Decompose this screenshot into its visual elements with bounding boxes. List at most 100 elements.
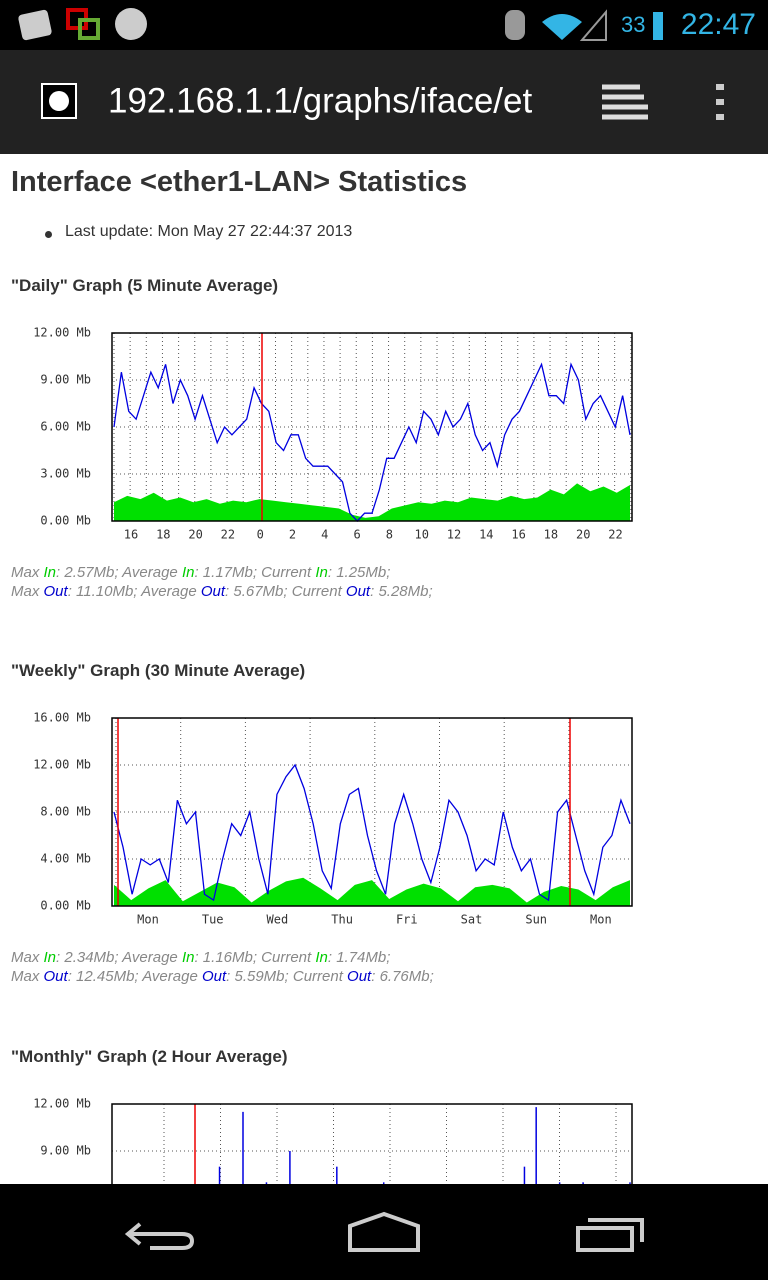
x-tick-label: Wed (267, 913, 289, 927)
stats-part: : 1.16Mb; Current (194, 949, 316, 966)
y-tick-label: 8.00 Mb (40, 805, 91, 819)
stats-part: Out (345, 583, 371, 600)
stats-part: Out (201, 968, 227, 985)
stats-part: : 5.67Mb; Current (225, 583, 346, 600)
graph-heading: "Weekly" Graph (30 Minute Average) (11, 661, 306, 680)
stats-part: : 1.17Mb; Current (194, 564, 316, 581)
y-tick-label: 12.00 Mb (33, 1097, 91, 1111)
x-tick-label: 18 (544, 528, 558, 542)
x-tick-label: 10 (414, 528, 428, 542)
app-icon (78, 18, 100, 40)
in-area (114, 877, 630, 906)
bluetooth-icon (505, 10, 525, 40)
x-tick-label: 14 (479, 528, 493, 542)
y-tick-label: 6.00 Mb (40, 420, 91, 434)
stats-part: : 12.45Mb; Average (67, 968, 202, 985)
y-tick-label: 9.00 Mb (40, 1144, 91, 1158)
x-tick-label: 8 (386, 528, 393, 542)
y-tick-label: 3.00 Mb (40, 467, 91, 481)
url-fade (558, 60, 588, 144)
stats-line: Max In: 2.57Mb; Average In: 1.17Mb; Curr… (11, 564, 390, 581)
recents-button[interactable] (576, 1218, 644, 1252)
stats-part: : 2.57Mb; Average (56, 564, 182, 581)
x-tick-label: 16 (511, 528, 525, 542)
battery-level: 33 (621, 12, 645, 37)
stats-part: Out (200, 583, 226, 600)
y-tick-label: 16.00 Mb (33, 711, 91, 725)
battery-icon (653, 12, 663, 40)
x-tick-label: Tue (202, 913, 224, 927)
last-update: Last update: Mon May 27 22:44:37 2013 (65, 223, 353, 240)
graph: 0.00 Mb 3.00 Mb 6.00 Mb 9.00 Mb 12.00 Mb 16 18… (33, 326, 633, 542)
page-title: Interface <ether1-LAN> Statistics (11, 166, 468, 198)
stats-line: Max Out: 12.45Mb; Average Out: 5.59Mb; C… (11, 968, 434, 985)
stats-part: In (181, 949, 195, 966)
stats-part: : 5.28Mb; (370, 583, 433, 600)
status-icons: 33 22:47 (18, 8, 756, 41)
out-line (113, 362, 631, 522)
stats-part: In (43, 564, 57, 581)
y-tick-label: 0.00 Mb (40, 514, 91, 528)
x-tick-label: Mon (590, 913, 612, 927)
stats-part: Out (43, 968, 68, 985)
graph: 0.00 Mb 4.00 Mb 8.00 Mb 12.00 Mb 16.00 Mb Mon… (33, 711, 633, 927)
stats-line: Max In: 2.34Mb; Average In: 1.16Mb; Curr… (11, 949, 390, 966)
status-bar: 33 22:47 (0, 0, 768, 50)
stats-part: : 1.25Mb; (327, 564, 391, 581)
app-icon (18, 9, 52, 41)
url[interactable]: 192.168.1.1/graphs/iface/et (108, 81, 532, 120)
x-tick-label: 20 (576, 528, 590, 542)
stats-part: Max (11, 968, 44, 985)
y-tick-label: 0.00 Mb (40, 899, 91, 913)
wifi-icon (542, 14, 582, 40)
plot-frame (111, 332, 633, 522)
y-tick-label: 12.00 Mb (33, 758, 91, 772)
stats-part: : 1.74Mb; (327, 949, 391, 966)
back-button[interactable] (124, 1222, 195, 1250)
x-tick-label: 22 (608, 528, 622, 542)
graph: 9.00 Mb 12.00 Mb (33, 1097, 633, 1184)
x-tick-label: Mon (137, 913, 159, 927)
stats-part: Max (11, 564, 44, 581)
home-button[interactable] (348, 1211, 420, 1252)
x-tick-label: Fri (396, 913, 418, 927)
nav-icons (124, 1211, 644, 1252)
in-area (114, 483, 630, 521)
stats-part: Out (43, 583, 68, 600)
x-tick-label: 18 (156, 528, 170, 542)
address-bar-icons: 192.168.1.1/graphs/iface/et (41, 60, 724, 144)
plot-frame (111, 1103, 633, 1184)
x-tick-label: 20 (188, 528, 202, 542)
y-tick-label: 9.00 Mb (40, 373, 91, 387)
stats-part: In (181, 564, 195, 581)
x-tick-label: 6 (353, 528, 360, 542)
nav-bar (0, 1184, 768, 1280)
stats-part: In (315, 949, 328, 966)
stats-part: Max (11, 949, 44, 966)
x-tick-label: Thu (331, 913, 353, 927)
x-tick-label: Sun (525, 913, 547, 927)
tabs-button[interactable] (602, 84, 648, 120)
bullet (45, 231, 52, 238)
x-tick-label: 4 (321, 528, 328, 542)
stats-part: In (315, 564, 328, 581)
stats-part: Out (347, 968, 372, 985)
stats-part: : 6.76Mb; (371, 968, 434, 985)
web-content: 0.00 Mb 3.00 Mb 6.00 Mb 9.00 Mb 12.00 Mb 16 18… (0, 154, 768, 1184)
out-line (113, 763, 631, 902)
x-tick-label: Sat (461, 913, 483, 927)
x-tick-label: 22 (221, 528, 235, 542)
graph-heading: "Daily" Graph (5 Minute Average) (11, 276, 279, 295)
graph-heading: "Monthly" Graph (2 Hour Average) (11, 1047, 288, 1066)
y-tick-label: 4.00 Mb (40, 852, 91, 866)
address-bar: 192.168.1.1/graphs/iface/et (0, 50, 768, 154)
x-tick-label: 16 (124, 528, 138, 542)
stats-part: Max (11, 583, 44, 600)
plot-area (112, 1104, 632, 1184)
clock: 22:47 (681, 8, 756, 41)
stats-part: : 11.10Mb; Average (67, 583, 201, 600)
stats-part: : 5.59Mb; Current (226, 968, 348, 985)
y-tick-label: 12.00 Mb (33, 326, 91, 340)
x-tick-label: 2 (289, 528, 296, 542)
